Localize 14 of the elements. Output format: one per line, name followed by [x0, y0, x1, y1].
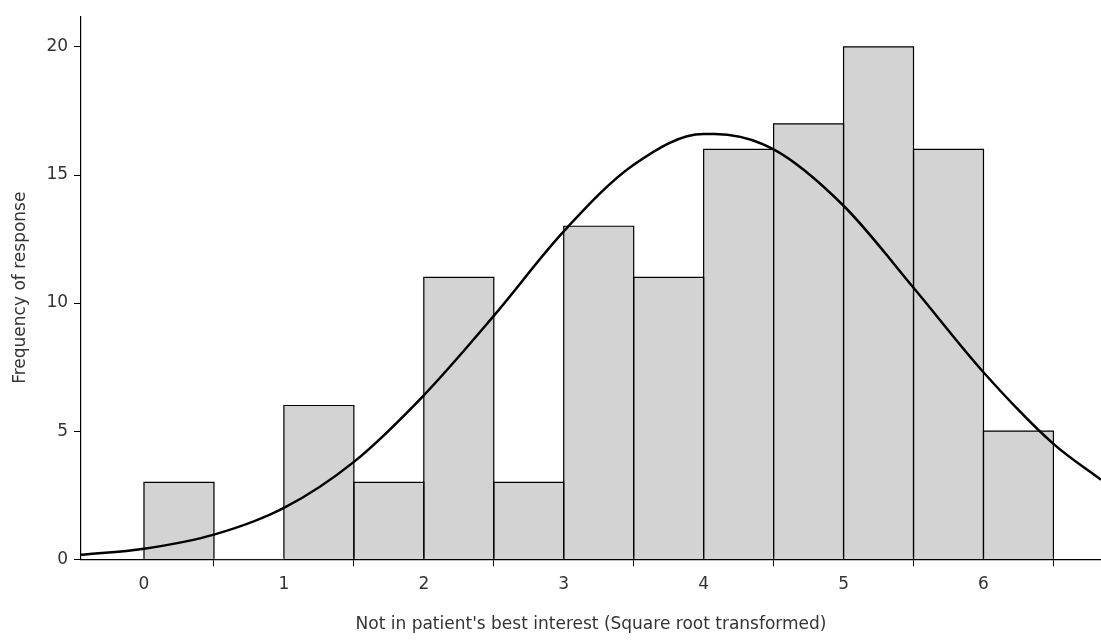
x-tick-label: 5: [838, 572, 849, 593]
x-tick-label: 4: [698, 572, 710, 593]
x-tick-label: 3: [558, 572, 570, 593]
x-axis-title: Not in patient's best interest (Square root transformed): [355, 613, 827, 634]
y-tick-label: 10: [46, 291, 69, 312]
x-tick-label: 2: [418, 572, 430, 593]
y-tick-label: 5: [57, 419, 69, 440]
x-tick-label: 1: [278, 572, 290, 593]
y-axis-title: Frequency of response: [8, 191, 29, 384]
y-tick-label: 20: [46, 35, 69, 56]
y-tick-label: 15: [46, 163, 69, 184]
y-tick-label: 0: [57, 547, 69, 568]
x-tick-label: 6: [978, 572, 989, 593]
x-tick-label: 0: [138, 572, 150, 593]
